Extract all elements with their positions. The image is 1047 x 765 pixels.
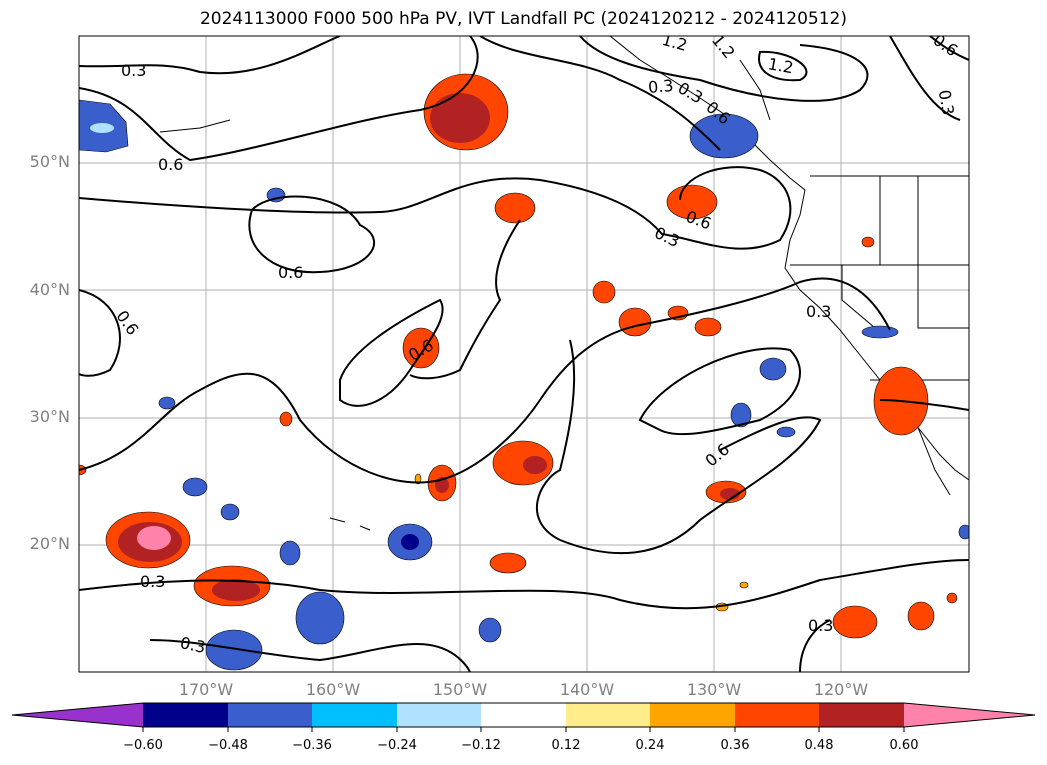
contour-label: 0.6 (158, 155, 183, 174)
map-frame (78, 35, 970, 673)
lon-label: 140°W (559, 680, 615, 699)
colorbar-swatch (312, 703, 397, 727)
contour-label: 1.2 (660, 30, 690, 55)
contour-label: 1.2 (708, 31, 739, 63)
colorbar-tick-label: −0.12 (461, 738, 501, 753)
colorbar-extend-low (12, 703, 143, 727)
colorbar (11, 702, 1036, 732)
lon-label: 130°W (686, 680, 742, 699)
contour-label: 0.3 (808, 616, 833, 635)
colorbar-tick-label: 0.24 (635, 738, 665, 753)
colorbar-tick-label: −0.24 (377, 738, 417, 753)
contour-label: 0.3 (806, 302, 831, 321)
colorbar-swatch (481, 703, 566, 727)
colorbar-swatch (397, 703, 481, 727)
contour-label: 0.3 (935, 88, 958, 116)
colorbar-tick-label: 0.60 (889, 738, 919, 753)
lon-label: 150°W (432, 680, 488, 699)
pv-contours (79, 36, 969, 672)
contour-labels: 0.3 0.6 0.6 0.6 0.6 0.6 0.3 0.3 0.6 0.3 … (112, 30, 962, 657)
lat-label: 30°N (29, 407, 70, 426)
colorbar-swatch (819, 703, 904, 727)
contour-label: 0.6 (278, 263, 303, 282)
contour-label: 0.3 (121, 61, 146, 80)
pv-anomaly-fills (79, 73, 969, 671)
contour-label: 0.6 (930, 30, 962, 60)
contour-label: 1.2 (767, 54, 795, 77)
colorbar-swatch (650, 703, 735, 727)
map-title: 2024113000 F000 500 hPa PV, IVT Landfall… (199, 9, 847, 29)
colorbar-tick-label: −0.36 (292, 738, 332, 753)
colorbar-tick-label: 0.48 (804, 738, 834, 753)
lon-label: 120°W (813, 680, 869, 699)
lat-label: 50°N (29, 152, 70, 171)
contour-label: 0.3 (140, 572, 165, 591)
lat-label: 40°N (29, 280, 70, 299)
contour-label: 0.3 (675, 78, 707, 107)
lon-label: 160°W (305, 680, 361, 699)
lon-label: 170°W (178, 680, 234, 699)
contour-label: 0.6 (112, 307, 142, 339)
colorbar-tick-label: −0.48 (208, 738, 248, 753)
colorbar-swatch (228, 703, 312, 727)
colorbar-extend-high (904, 703, 1035, 727)
colorbar-swatch (566, 703, 650, 727)
contour-label: 0.6 (701, 440, 733, 471)
colorbar-tick-label: 0.36 (720, 738, 750, 753)
contour-label: 0.3 (178, 633, 207, 657)
colorbar-tick-label: −0.60 (123, 738, 163, 753)
colorbar-tick-label: 0.12 (551, 738, 581, 753)
lat-label: 20°N (29, 534, 70, 553)
negative-anomalies (79, 99, 969, 671)
colorbar-swatch (735, 703, 819, 727)
colorbar-swatch (143, 703, 228, 727)
contour-label: 0.3 (647, 76, 674, 97)
